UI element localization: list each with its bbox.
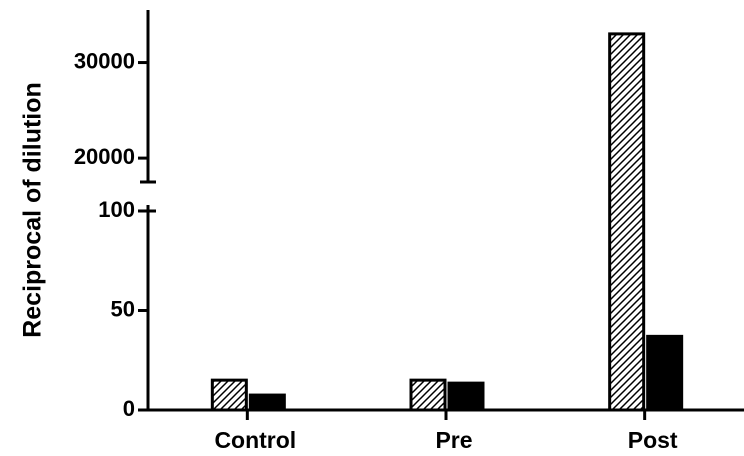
y-tick-label: 100 xyxy=(98,197,135,222)
y-axis-title: Reciprocal of dilution xyxy=(19,82,47,338)
x-tick-label: Post xyxy=(628,427,678,453)
bar xyxy=(248,393,286,412)
bar xyxy=(447,381,485,412)
bar xyxy=(409,378,447,412)
y-tick-label: 50 xyxy=(111,296,135,321)
y-tick-label: 20000 xyxy=(74,144,135,169)
bar xyxy=(608,32,646,412)
y-tick-label: 0 xyxy=(123,396,135,421)
x-tick-label: Pre xyxy=(435,427,472,453)
bar xyxy=(646,334,684,412)
x-tick-label: Control xyxy=(214,427,296,453)
y-tick-label: 30000 xyxy=(74,48,135,73)
bar xyxy=(210,378,248,412)
